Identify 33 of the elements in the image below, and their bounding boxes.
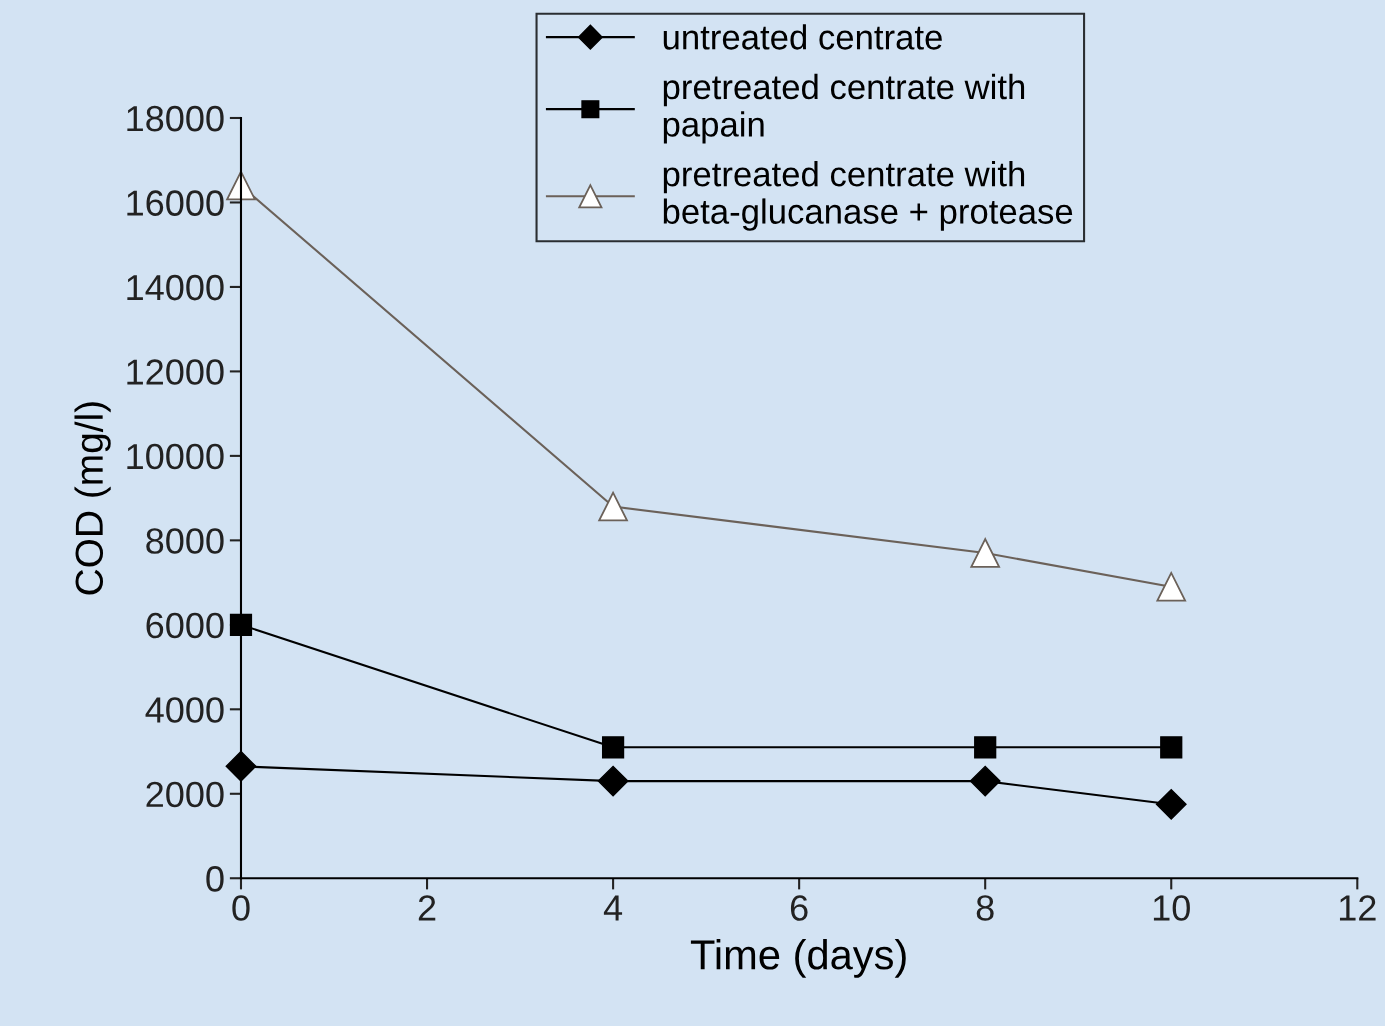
point: [969, 765, 1001, 797]
y-tick-label: 2000: [146, 781, 224, 808]
point: [1155, 788, 1187, 820]
y-tick-label: 6000: [146, 612, 224, 639]
point: [598, 491, 628, 522]
point: [1156, 572, 1187, 602]
y-tick-label: 4000: [145, 697, 224, 723]
legend-label: pretreated centrate with beta-glucanase + protease: [663, 160, 1073, 231]
y-tick-label: 12000: [127, 359, 224, 385]
point: [974, 736, 997, 759]
y-tick-label: 0: [206, 866, 224, 892]
x-tick-label: 4: [603, 895, 623, 921]
point: [1160, 736, 1183, 759]
y-tick-label: 16000: [127, 190, 224, 216]
point: [601, 736, 625, 759]
y-tick-label: 14000: [127, 274, 224, 301]
x-tick-label: 12: [1339, 895, 1376, 921]
y-axis-title: COD (mg/l): [74, 402, 111, 595]
point: [597, 765, 629, 797]
y-tick-label: 18000: [127, 105, 224, 132]
x-tick-label: 0: [232, 895, 250, 921]
y-tick-label: 10000: [127, 443, 224, 470]
legend-label: pretreated centrate with papain: [663, 73, 1025, 144]
x-tick-label: 10: [1153, 895, 1190, 921]
point: [229, 613, 253, 636]
x-tick-label: 6: [790, 895, 808, 921]
x-tick-label: 2: [418, 895, 436, 921]
x-tick-label: 8: [976, 895, 994, 921]
legend-label: untreated centrate: [663, 24, 942, 50]
x-axis-title: Time (days): [690, 939, 906, 978]
y-tick-label: 8000: [146, 528, 224, 554]
point: [970, 538, 1000, 568]
point: [225, 750, 257, 782]
